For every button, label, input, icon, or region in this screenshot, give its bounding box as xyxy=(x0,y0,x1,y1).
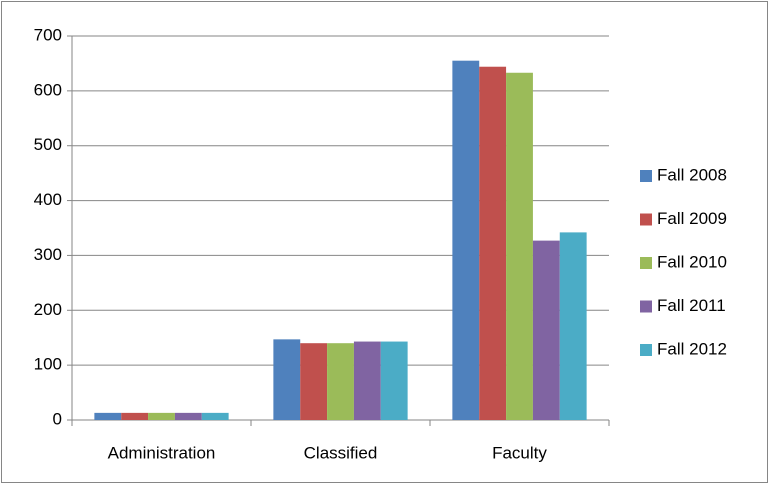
y-tick-label: 100 xyxy=(34,355,62,374)
legend-swatch xyxy=(640,300,652,313)
y-tick-label: 0 xyxy=(53,409,62,428)
bar xyxy=(94,412,122,420)
bar xyxy=(479,66,507,420)
bar xyxy=(506,72,533,421)
legend-swatch xyxy=(640,213,652,226)
x-tick-label: Faculty xyxy=(492,443,547,462)
y-tick-label: 500 xyxy=(34,135,62,154)
bar xyxy=(174,412,202,420)
y-tick-label: 400 xyxy=(34,190,62,209)
legend-label: Fall 2010 xyxy=(657,252,727,271)
legend-swatch xyxy=(640,344,652,356)
x-tick-label: Administration xyxy=(108,443,216,462)
bar xyxy=(273,339,301,420)
legend-swatch xyxy=(640,170,652,182)
bar xyxy=(201,412,229,420)
bar xyxy=(327,343,354,420)
legend-label: Fall 2011 xyxy=(657,296,726,315)
y-tick-label: 300 xyxy=(34,245,62,264)
bar xyxy=(353,341,381,420)
y-tick-label: 200 xyxy=(34,300,62,319)
bar xyxy=(380,341,408,420)
legend-swatch xyxy=(640,257,652,269)
legend-label: Fall 2009 xyxy=(657,209,727,228)
legend-label: Fall 2008 xyxy=(657,165,727,184)
bar xyxy=(121,412,149,420)
bar xyxy=(532,240,560,420)
bar xyxy=(148,412,175,420)
bar xyxy=(452,60,480,420)
legend-label: Fall 2012 xyxy=(657,339,727,358)
bar xyxy=(300,343,328,420)
bar xyxy=(559,232,587,420)
y-tick-label: 600 xyxy=(34,80,62,99)
y-tick-label: 700 xyxy=(34,25,62,44)
x-tick-label: Classified xyxy=(304,443,378,462)
